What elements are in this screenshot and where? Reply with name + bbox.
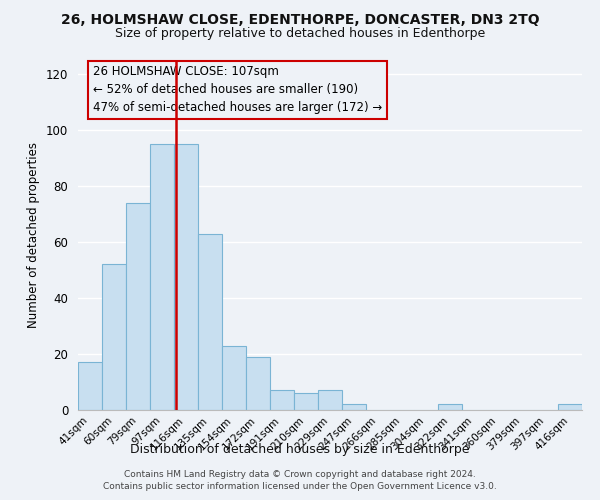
Text: Contains HM Land Registry data © Crown copyright and database right 2024.: Contains HM Land Registry data © Crown c… [124,470,476,479]
Bar [126,203,150,410]
Bar [294,393,318,410]
Y-axis label: Number of detached properties: Number of detached properties [28,142,40,328]
Bar [318,390,342,410]
Text: Distribution of detached houses by size in Edenthorpe: Distribution of detached houses by size … [130,442,470,456]
Text: 26 HOLMSHAW CLOSE: 107sqm
← 52% of detached houses are smaller (190)
47% of semi: 26 HOLMSHAW CLOSE: 107sqm ← 52% of detac… [93,66,382,114]
Bar [150,144,174,410]
Text: Contains public sector information licensed under the Open Government Licence v3: Contains public sector information licen… [103,482,497,491]
Bar [222,346,246,410]
Bar [558,404,582,410]
Bar [246,357,270,410]
Text: Size of property relative to detached houses in Edenthorpe: Size of property relative to detached ho… [115,28,485,40]
Bar [438,404,462,410]
Text: 26, HOLMSHAW CLOSE, EDENTHORPE, DONCASTER, DN3 2TQ: 26, HOLMSHAW CLOSE, EDENTHORPE, DONCASTE… [61,12,539,26]
Bar [270,390,294,410]
Bar [198,234,222,410]
Bar [102,264,126,410]
Bar [174,144,198,410]
Bar [78,362,102,410]
Bar [342,404,366,410]
